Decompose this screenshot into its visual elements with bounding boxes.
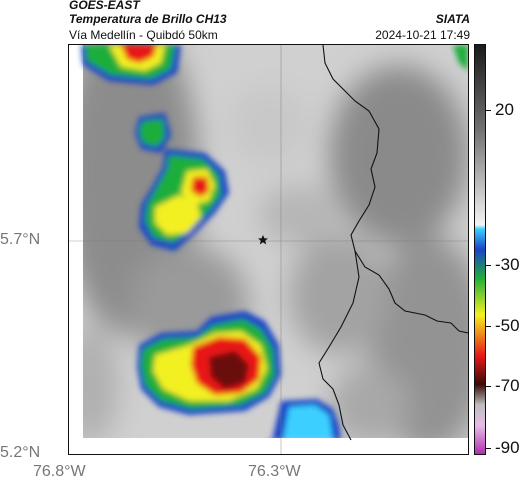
lon-label-76-8: 76.8°W	[33, 463, 86, 480]
colorbar-tick	[486, 448, 491, 449]
organization-label: SIATA	[435, 12, 470, 26]
region-subtitle: Vía Medellín - Quibdó 50km	[69, 28, 218, 42]
gridlines	[69, 45, 468, 454]
lon-label-76-3: 76.3°W	[248, 463, 301, 480]
cloud-top-northeast	[453, 45, 468, 71]
colorbar-tick	[486, 326, 491, 327]
lat-label-5-2: 5.2°N	[0, 444, 41, 461]
colorbar	[474, 44, 486, 455]
timestamp: 2024-10-21 17:49	[375, 28, 470, 42]
cloud-cell-west	[135, 113, 229, 251]
star-icon	[258, 235, 268, 245]
colorbar-gradient	[475, 45, 485, 454]
department-border	[322, 45, 468, 334]
map-bottom-strip	[69, 438, 468, 454]
map-canvas	[69, 45, 468, 454]
colorbar-label-minus-70: -70	[495, 376, 520, 395]
satellite-source: GOES-EAST	[69, 0, 140, 12]
colorbar-label-20: 20	[495, 100, 514, 119]
colorbar-tick	[486, 110, 491, 111]
colorbar-label-minus-90: -90	[495, 438, 520, 457]
map-left-margin	[69, 45, 83, 454]
gray-cloud-texture	[69, 45, 468, 454]
cloud-top-south-edge	[269, 399, 341, 454]
cloud-cell-south	[137, 311, 281, 415]
department-border-south	[318, 250, 360, 441]
colorbar-tick	[486, 386, 491, 387]
colorbar-tick	[486, 265, 491, 266]
colorbar-label-minus-50: -50	[495, 316, 520, 335]
lat-label-5-7: 5.7°N	[0, 231, 41, 248]
satellite-map[interactable]	[68, 44, 469, 455]
colorbar-label-minus-30: -30	[495, 255, 520, 274]
cloud-top-north	[81, 45, 181, 85]
product-title: Temperatura de Brillo CH13	[69, 12, 227, 26]
